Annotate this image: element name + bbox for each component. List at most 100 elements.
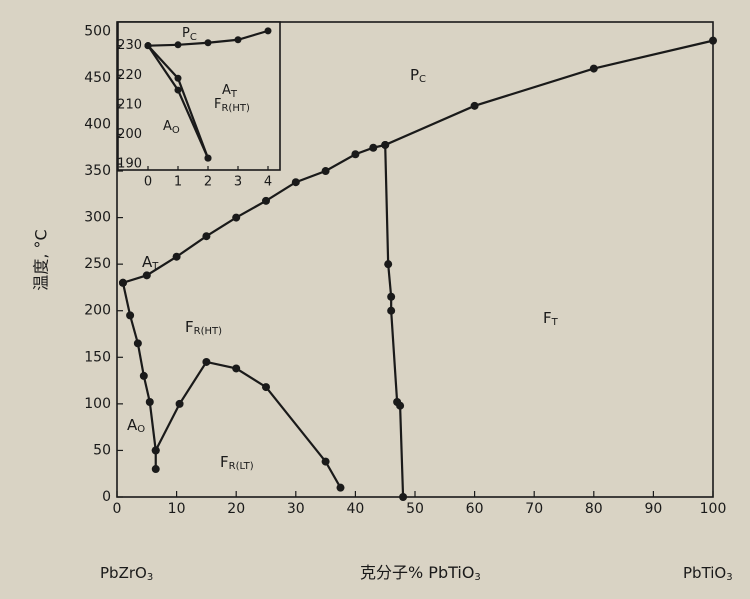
annotation: PbZrO3 — [100, 564, 153, 584]
annotation-sub: C — [190, 32, 197, 43]
point — [174, 86, 182, 94]
annotation: AT — [222, 83, 238, 101]
x-tick-label: 40 — [346, 501, 364, 517]
y-axis-label: 温度, °C — [32, 229, 51, 290]
annotation-sub: T — [230, 89, 238, 100]
x-axis-label-main: 克分子% PbTiO — [360, 563, 474, 582]
annotation-sub: O — [137, 424, 145, 435]
annotation-sub: R(HT) — [194, 326, 222, 337]
x-tick-label: 100 — [700, 501, 727, 517]
y-tick-label: 250 — [84, 256, 111, 272]
point — [232, 364, 241, 373]
annotation-sub: 3 — [147, 572, 153, 583]
y-tick-label: 210 — [117, 97, 142, 112]
point — [351, 150, 360, 159]
x-tick-label: 60 — [466, 501, 484, 517]
y-tick-label: 150 — [84, 349, 111, 365]
curve — [121, 282, 157, 470]
y-tick-label: 400 — [84, 116, 111, 132]
annotation: FR(HT) — [214, 97, 250, 115]
y-tick-label: 190 — [117, 157, 142, 172]
annotation-sub: R(HT) — [221, 103, 249, 114]
annotation-main: F — [220, 453, 229, 471]
x-tick-label: 2 — [204, 175, 212, 190]
point — [142, 271, 151, 280]
x-tick-label: 1 — [174, 175, 182, 190]
y-tick-label: 0 — [102, 489, 111, 505]
x-tick-label: 0 — [113, 501, 122, 517]
point — [204, 39, 212, 47]
annotation-sub: C — [419, 74, 426, 85]
point — [264, 27, 272, 35]
y-tick-label: 200 — [117, 127, 142, 142]
curve — [122, 39, 714, 284]
point — [321, 167, 330, 176]
point — [262, 383, 270, 392]
point — [126, 311, 135, 320]
point — [175, 399, 184, 408]
y-tick-label: 350 — [84, 163, 111, 179]
x-tick-label: 10 — [168, 501, 186, 517]
annotation-main: A — [142, 253, 153, 271]
annotation-main: F — [543, 309, 552, 327]
point — [151, 446, 160, 455]
annotation-main: P — [182, 26, 190, 41]
point — [381, 140, 390, 149]
point — [291, 178, 300, 187]
y-tick-label: 200 — [84, 303, 111, 319]
point — [118, 278, 127, 287]
y-tick-label: 50 — [93, 442, 111, 458]
x-axis-label-sub: 3 — [474, 572, 480, 583]
point — [145, 398, 154, 406]
x-tick-label: 50 — [406, 501, 424, 517]
annotation: PC — [182, 26, 197, 44]
x-tick-label: 70 — [525, 501, 543, 517]
point — [232, 213, 241, 222]
point — [202, 357, 211, 366]
annotation: FR(HT) — [185, 318, 222, 338]
point — [470, 101, 479, 110]
x-tick-label: 0 — [144, 175, 152, 190]
annotation: AO — [163, 119, 180, 137]
x-tick-label: 80 — [585, 501, 603, 517]
point — [174, 41, 182, 49]
y-tick-label: 300 — [84, 210, 111, 226]
x-tick-label: 4 — [264, 175, 272, 190]
annotation-main: F — [185, 318, 194, 336]
point — [139, 371, 148, 380]
annotation-main: A — [222, 83, 231, 98]
x-tick-label: 90 — [644, 501, 662, 517]
y-tick-label: 230 — [117, 38, 142, 53]
point — [144, 42, 152, 50]
point — [202, 232, 211, 241]
annotation-sub: 3 — [726, 572, 732, 583]
point — [369, 143, 378, 152]
annotation: PC — [410, 66, 426, 86]
point — [709, 36, 717, 45]
curve — [384, 144, 405, 498]
annotation-sub: T — [551, 317, 559, 328]
point — [336, 483, 345, 492]
y-tick-label: 500 — [84, 23, 111, 39]
annotation-main: P — [410, 66, 419, 84]
annotation-main: PbZrO — [100, 564, 147, 582]
point — [151, 465, 160, 474]
annotation-main: PbTiO — [683, 564, 726, 582]
point — [321, 457, 330, 466]
point — [204, 154, 212, 162]
annotation-sub: O — [172, 125, 180, 136]
annotation: PbTiO3 — [683, 564, 733, 584]
annotation: FT — [543, 309, 559, 329]
point — [234, 36, 242, 44]
y-tick-label: 100 — [84, 396, 111, 412]
annotation-main: A — [127, 416, 138, 434]
point — [174, 74, 182, 82]
y-tick-label: 450 — [84, 70, 111, 86]
annotation: AO — [127, 416, 145, 436]
point — [384, 260, 393, 269]
annotation-sub: R(LT) — [229, 461, 254, 472]
point — [262, 196, 270, 205]
y-tick-label: 220 — [117, 68, 142, 83]
annotation-sub: T — [151, 261, 159, 272]
